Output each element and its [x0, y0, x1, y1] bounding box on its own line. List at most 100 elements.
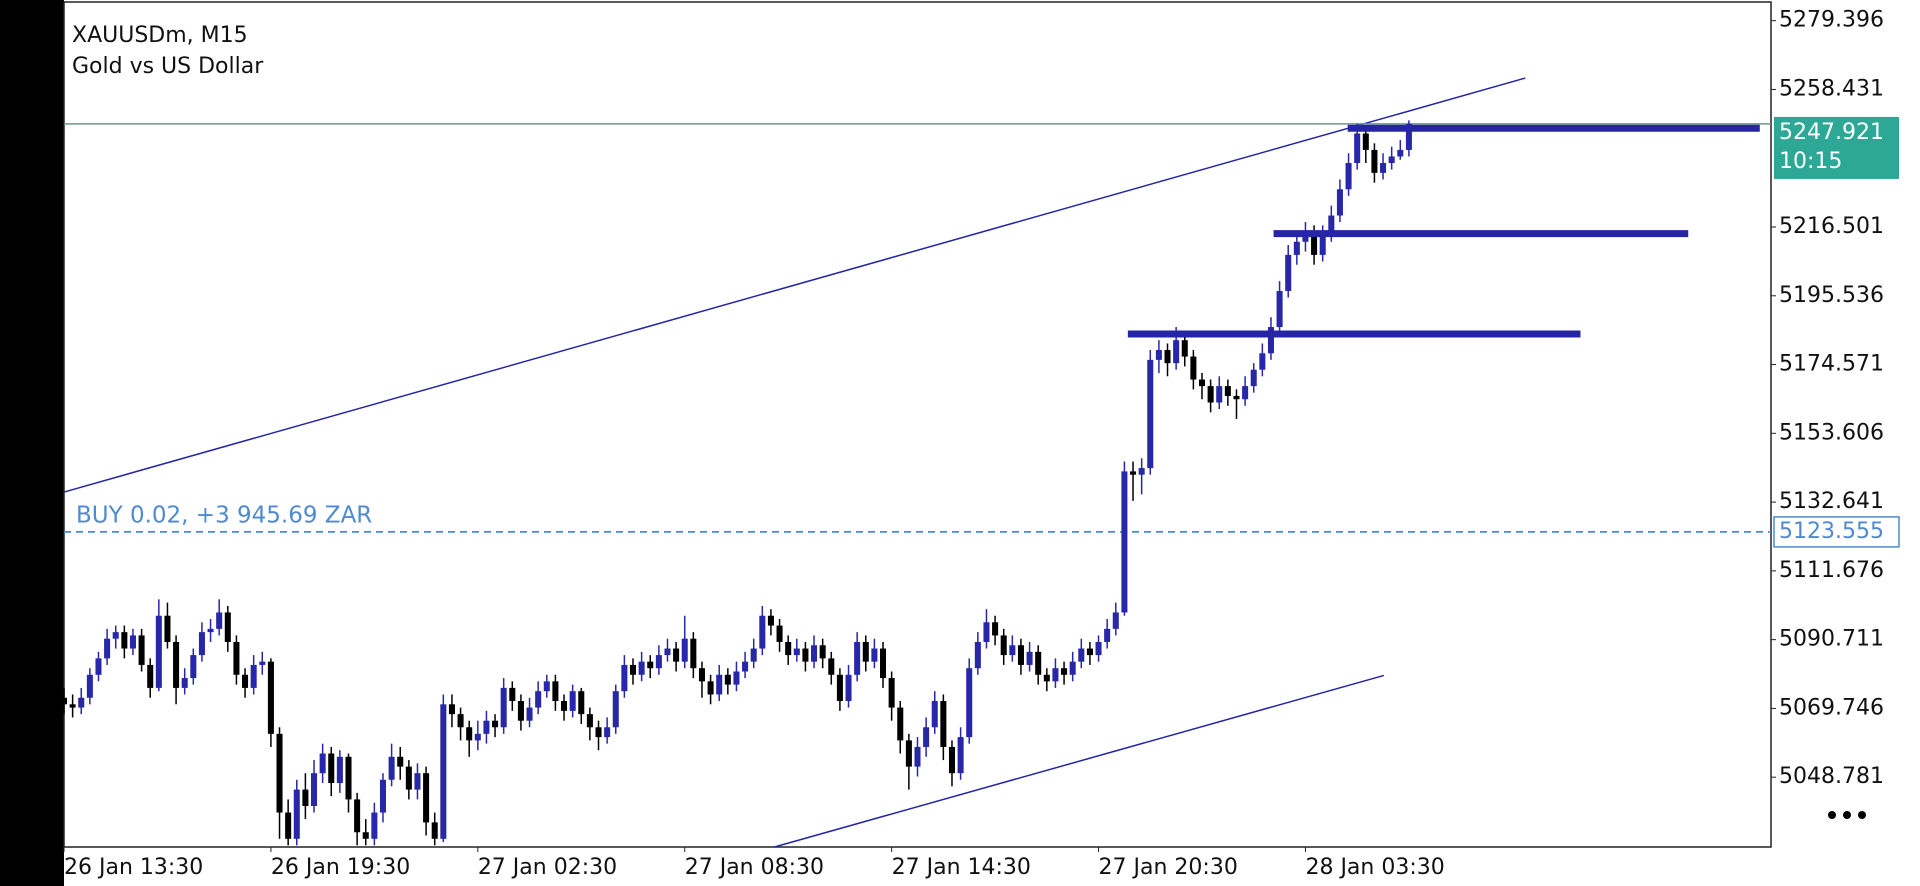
candle-body — [1242, 386, 1249, 400]
candle-body — [759, 615, 766, 649]
candle-body — [104, 638, 111, 659]
candle-body — [673, 648, 680, 662]
candle-body — [1207, 386, 1214, 403]
candle-body — [1319, 235, 1326, 255]
candle-body — [966, 668, 973, 738]
y-tick-label: 5111.676 — [1779, 558, 1884, 583]
candle-body — [362, 832, 369, 839]
trend-line — [774, 674, 1385, 848]
candle-body — [198, 632, 205, 656]
candle-body — [698, 668, 705, 682]
candle-body — [112, 632, 119, 639]
price-box — [1774, 116, 1899, 179]
candle-body — [1276, 290, 1283, 328]
candle-body — [379, 779, 387, 813]
candle-body — [931, 701, 938, 728]
candle-body — [1112, 612, 1119, 629]
candle-body — [1069, 661, 1076, 675]
candle-body — [1311, 231, 1318, 255]
candle-body — [983, 622, 990, 642]
chart-subtitle: Gold vs US Dollar — [72, 54, 264, 79]
plot-frame — [63, 1, 1772, 848]
candle-body — [647, 661, 654, 669]
candle-body — [431, 822, 438, 839]
x-tick-label: 27 Jan 20:30 — [1099, 855, 1238, 880]
candle-body — [440, 704, 447, 839]
position-price: 5123.555 — [1779, 519, 1884, 544]
candle-body — [216, 612, 223, 629]
candle-body — [1233, 395, 1240, 400]
candle-body — [1336, 189, 1343, 216]
candle-body — [552, 681, 559, 702]
trend-line — [63, 77, 1526, 493]
candle-body — [336, 756, 343, 784]
candle-body — [1259, 353, 1266, 370]
menu-icon[interactable] — [1828, 811, 1866, 819]
position-box — [1773, 516, 1900, 548]
y-tick-label: 5174.571 — [1779, 352, 1884, 377]
candle-body — [448, 704, 455, 715]
candle-body — [138, 635, 145, 665]
position-label: BUY 0.02, +3 945.69 ZAR — [76, 502, 372, 528]
candle-body — [595, 727, 602, 738]
candle-body — [121, 632, 128, 649]
candle-body — [888, 678, 895, 708]
candle-body — [1267, 327, 1274, 354]
candle-body — [173, 641, 180, 688]
candle-body — [612, 691, 619, 728]
candle-body — [1173, 340, 1180, 364]
candle-body — [1121, 471, 1128, 613]
y-tick-label: 5195.536 — [1779, 283, 1884, 308]
candle-body — [302, 789, 309, 806]
x-tick-label: 26 Jan 19:30 — [271, 855, 410, 880]
candle-body — [1000, 635, 1007, 656]
candle-body — [914, 746, 921, 767]
candle-body — [267, 661, 274, 734]
candle-body — [681, 638, 688, 662]
candle-body — [707, 681, 714, 695]
candle-body — [1250, 369, 1257, 387]
candle-body — [1388, 156, 1395, 164]
candle-body — [242, 674, 249, 688]
candle-body — [905, 740, 912, 767]
candle-body — [664, 648, 671, 656]
candle-body — [845, 674, 852, 702]
candle-body — [233, 641, 240, 675]
candle-body — [561, 701, 568, 711]
candle-body — [862, 641, 869, 662]
candle-body — [250, 664, 257, 688]
candle-body — [1009, 645, 1016, 656]
y-tick-label: 5048.781 — [1779, 764, 1884, 789]
candle-body — [492, 720, 499, 728]
candle-body — [345, 756, 352, 800]
y-tick-label: 5279.396 — [1779, 8, 1884, 33]
candle-body — [655, 655, 662, 669]
candle-body — [1035, 651, 1042, 675]
candle-body — [60, 697, 68, 705]
countdown-label: 10:15 — [1779, 149, 1842, 174]
candle-body — [992, 622, 999, 636]
candle-body — [828, 658, 835, 675]
candle-body — [1285, 254, 1292, 291]
candle-body — [836, 674, 843, 702]
candle-body — [190, 655, 197, 679]
y-tick-label: 5216.501 — [1779, 214, 1884, 239]
candle-body — [1026, 651, 1033, 665]
candle-body — [974, 641, 981, 669]
candle-body — [724, 674, 731, 685]
x-tick-label: 26 Jan 13:30 — [64, 855, 203, 880]
candle-body — [1293, 241, 1300, 255]
candle-body — [879, 648, 887, 679]
candle-body — [1017, 645, 1024, 665]
candle-body — [940, 701, 947, 747]
candle-body — [569, 691, 576, 711]
candle-body — [854, 641, 861, 675]
candle-body — [897, 707, 904, 741]
candle-body — [638, 661, 645, 675]
candle-body — [207, 628, 214, 633]
candle-body — [423, 773, 430, 823]
candle-body — [78, 697, 85, 708]
x-tick-label: 27 Jan 02:30 — [478, 855, 617, 880]
